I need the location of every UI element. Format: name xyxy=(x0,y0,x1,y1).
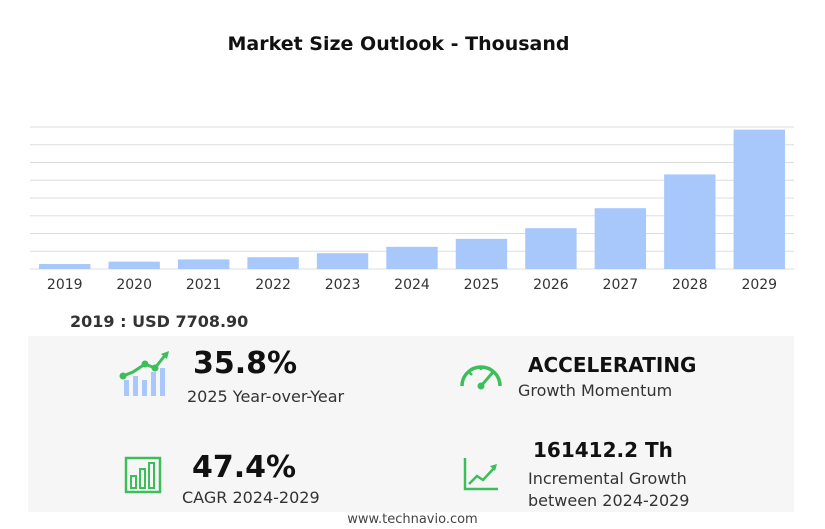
bar-2022 xyxy=(247,257,299,269)
bar-2028 xyxy=(664,174,716,269)
x-tick-label: 2024 xyxy=(394,277,430,293)
momentum-label: Growth Momentum xyxy=(518,381,673,400)
bar-2023 xyxy=(316,253,369,269)
bar-chart-icon xyxy=(124,456,162,494)
x-tick-label: 2025 xyxy=(464,277,500,293)
bar-2024 xyxy=(386,246,438,269)
bar-line-growth-icon xyxy=(119,351,169,396)
trend-line-icon xyxy=(463,458,498,491)
bar-2025 xyxy=(455,238,508,269)
source-url: www.technavio.com xyxy=(347,512,478,527)
market-size-chart: 2019 2020 2021 2022 2023 2024 2025 2026 2027 2028… xyxy=(30,126,794,293)
x-tick-label: 2019 xyxy=(47,277,83,293)
x-tick-label: 2026 xyxy=(533,277,569,293)
x-tick-label: 2020 xyxy=(116,277,152,293)
x-tick-label: 2028 xyxy=(672,277,708,293)
incremental-label-line1: Incremental Growth xyxy=(528,469,687,488)
bar-2020 xyxy=(108,261,160,269)
yoy-value: 35.8% xyxy=(193,346,298,381)
incremental-label-line2: between 2024-2029 xyxy=(528,491,690,510)
bar-2026 xyxy=(525,228,577,269)
x-tick-label: 2022 xyxy=(255,277,291,293)
bar-2027 xyxy=(594,208,647,269)
momentum-value: ACCELERATING xyxy=(528,353,697,377)
yoy-label: 2025 Year-over-Year xyxy=(187,387,345,406)
baseline-value: 2019 : USD 7708.90 xyxy=(70,312,249,331)
cagr-value: 47.4% xyxy=(192,450,297,485)
speedometer-icon xyxy=(460,365,502,390)
bar-2021 xyxy=(177,259,230,269)
bar-2029 xyxy=(733,129,785,269)
cagr-label: CAGR 2024-2029 xyxy=(182,488,320,507)
x-tick-label: 2021 xyxy=(186,277,222,293)
x-tick-label: 2029 xyxy=(741,277,777,293)
x-tick-label: 2023 xyxy=(325,277,361,293)
bar-2019 xyxy=(39,264,91,269)
x-tick-label: 2027 xyxy=(603,277,639,293)
incremental-value: 161412.2 Th xyxy=(533,438,673,462)
chart-title: Market Size Outlook - Thousand xyxy=(227,33,570,55)
